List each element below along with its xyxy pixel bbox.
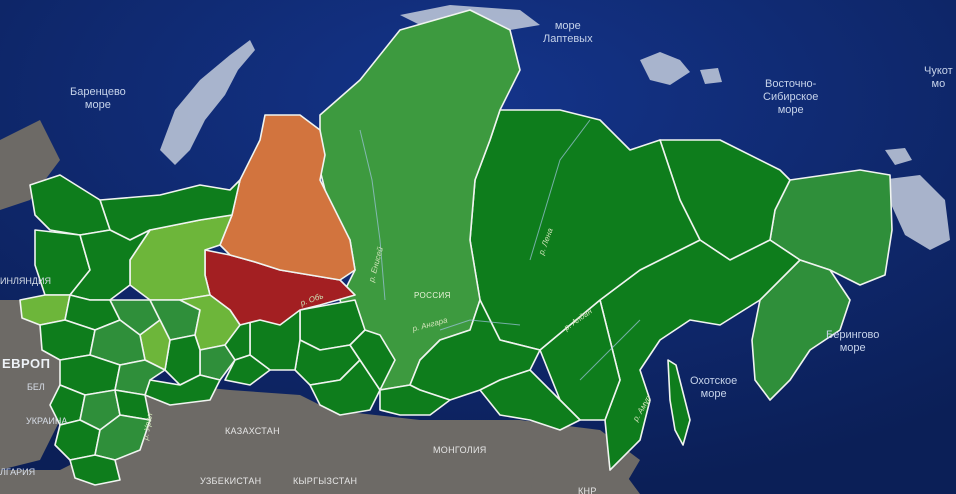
barents-sea-label: Баренцево море xyxy=(70,86,126,112)
finland-label: ИНЛЯНДИЯ xyxy=(0,276,51,286)
region-sakhalin[interactable] xyxy=(667,359,691,446)
region-zabaykalsky[interactable] xyxy=(479,369,581,431)
region-khabarovsk[interactable] xyxy=(599,239,801,471)
east-siberian-sea-text: Восточно- Сибирское море xyxy=(763,78,819,116)
bulgaria-label: ЛГАРИЯ xyxy=(0,467,36,477)
region-kurgan[interactable] xyxy=(224,354,271,386)
ukraine-label: УКРАИНА xyxy=(26,416,68,426)
laptev-sea-label: море Лаптевых xyxy=(543,20,593,46)
laptev-sea-text: море Лаптевых xyxy=(543,20,593,45)
east-siberian-sea-label: Восточно- Сибирское море xyxy=(763,78,818,117)
okhotsk-sea-text: Охотское море xyxy=(690,375,738,400)
china-label: КНР xyxy=(578,486,597,494)
bering-sea-label: Берингово море xyxy=(826,329,879,355)
uzbekistan-label: УЗБЕКИСТАН xyxy=(200,476,262,486)
chukchi-sea-label: Чукот мо xyxy=(924,65,953,91)
bering-sea-text: Берингово море xyxy=(826,329,880,354)
chukchi-sea-text: Чукот мо xyxy=(924,65,953,90)
region-tuva[interactable] xyxy=(379,384,451,416)
kyrgyzstan-label: КЫРГЫЗСТАН xyxy=(293,476,358,486)
regions xyxy=(19,9,893,486)
europe-label: ЕВРОП xyxy=(2,356,51,371)
region-yamal[interactable] xyxy=(219,114,356,281)
russia-label: РОССИЯ xyxy=(414,291,451,300)
region-altai[interactable] xyxy=(309,359,381,416)
belarus-label: БЕЛ xyxy=(27,382,45,392)
region-orenburg[interactable] xyxy=(144,374,221,406)
mongolia-label: МОНГОЛИЯ xyxy=(433,445,487,455)
barents-sea-text: Баренцево море xyxy=(70,86,126,111)
region-west-mesh-10[interactable] xyxy=(69,454,121,486)
kazakhstan-label: КАЗАХСТАН xyxy=(225,426,280,436)
region-kamchatka[interactable] xyxy=(751,259,851,401)
okhotsk-sea-label: Охотское море xyxy=(690,375,737,401)
region-arkhangelsk[interactable] xyxy=(69,229,151,301)
rivers xyxy=(359,119,641,381)
